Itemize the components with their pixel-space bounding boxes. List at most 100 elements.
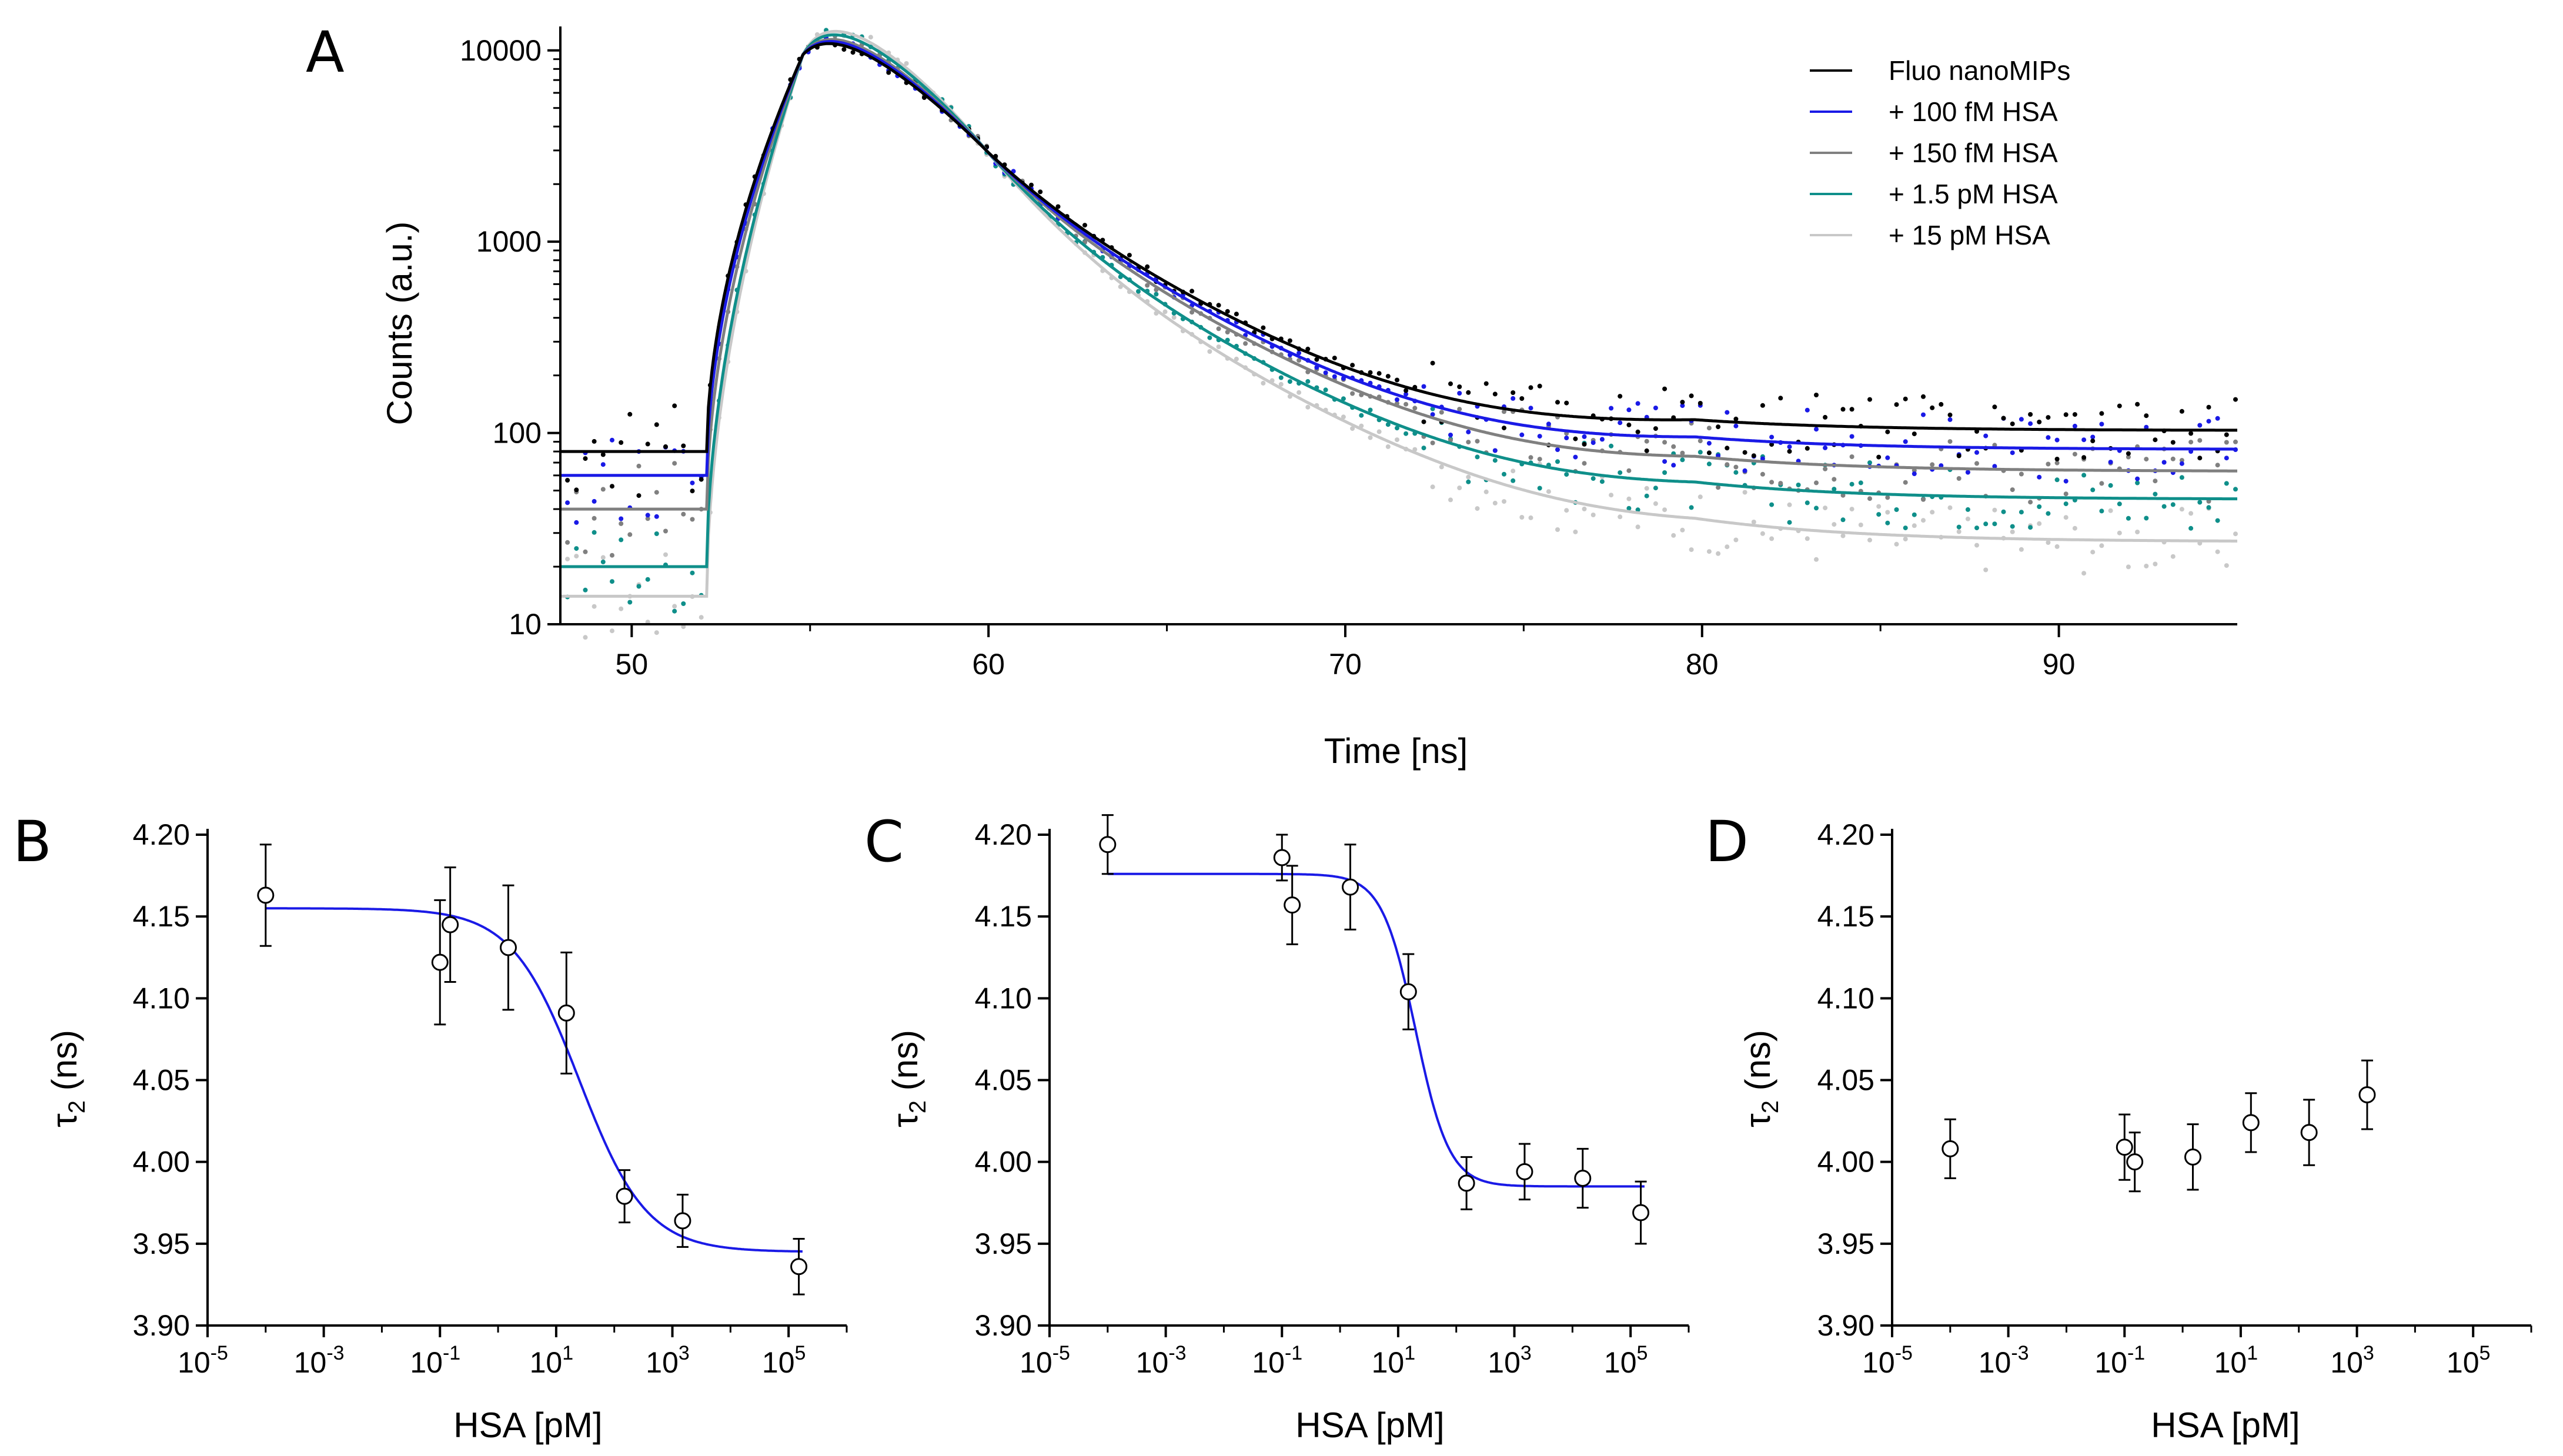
data-point bbox=[1466, 429, 1471, 434]
panel-c-ylabel: τ2 (ns) bbox=[885, 1030, 931, 1127]
data-point bbox=[1618, 470, 1623, 476]
data-point bbox=[565, 500, 570, 506]
data-point bbox=[1626, 407, 1632, 413]
data-point bbox=[1716, 424, 1721, 430]
data-point bbox=[1912, 523, 1917, 528]
data-point bbox=[2099, 421, 2104, 427]
data-point bbox=[2188, 526, 2194, 531]
data-point bbox=[1885, 455, 1890, 460]
y-tick-label: 3.95 bbox=[133, 1227, 190, 1260]
data-point bbox=[2126, 564, 2131, 570]
data-point bbox=[2197, 438, 2203, 443]
data-point bbox=[431, 953, 449, 971]
data-point bbox=[1385, 444, 1391, 449]
data-point bbox=[2206, 419, 2211, 424]
data-point bbox=[610, 553, 614, 558]
data-point bbox=[1404, 401, 1409, 407]
data-point bbox=[654, 531, 659, 536]
data-point bbox=[2019, 510, 2024, 515]
data-point bbox=[1921, 497, 1926, 502]
data-point bbox=[1858, 480, 1863, 486]
data-point bbox=[1626, 468, 1632, 473]
data-point bbox=[2144, 424, 2149, 430]
data-point bbox=[850, 50, 856, 55]
data-point bbox=[1555, 527, 1560, 532]
data-point bbox=[2153, 561, 2158, 567]
data-point bbox=[1261, 325, 1266, 330]
data-point bbox=[2108, 460, 2113, 465]
data-point bbox=[2046, 415, 2051, 420]
data-point bbox=[1528, 385, 1533, 390]
panel-b-letter: B bbox=[13, 809, 52, 875]
y-tick-label: 4.10 bbox=[975, 982, 1032, 1015]
data-point bbox=[2233, 439, 2238, 444]
y-tick-label: 3.90 bbox=[133, 1309, 190, 1342]
data-point bbox=[1912, 431, 1917, 437]
data-point bbox=[672, 604, 677, 609]
data-point bbox=[886, 70, 891, 75]
data-point bbox=[257, 886, 275, 904]
data-point bbox=[1903, 526, 1908, 531]
data-point bbox=[619, 606, 624, 611]
data-point bbox=[1555, 459, 1560, 464]
legend-entry: + 1.5 pM HSA bbox=[1810, 179, 2058, 209]
data-point bbox=[1145, 264, 1150, 269]
y-tick-label: 3.95 bbox=[1817, 1227, 1874, 1260]
data-point bbox=[1368, 370, 1373, 375]
data-point bbox=[1574, 1170, 1592, 1187]
data-point bbox=[1832, 487, 1837, 492]
data-point bbox=[1930, 405, 1935, 410]
data-point bbox=[1787, 444, 1792, 450]
data-point bbox=[674, 1212, 691, 1230]
data-point bbox=[690, 480, 695, 486]
data-point bbox=[2135, 480, 2140, 486]
data-point bbox=[1590, 440, 1596, 446]
data-point bbox=[583, 549, 588, 554]
data-point bbox=[645, 577, 650, 582]
data-point bbox=[2099, 543, 2104, 548]
data-point bbox=[1305, 404, 1311, 410]
data-point bbox=[1439, 464, 1444, 470]
series-dots bbox=[565, 29, 2238, 640]
data-point bbox=[1644, 493, 1649, 498]
data-point bbox=[1430, 360, 1435, 366]
data-point bbox=[1511, 478, 1516, 483]
data-point bbox=[1404, 388, 1409, 393]
data-point bbox=[1635, 401, 1640, 406]
data-point bbox=[2019, 547, 2024, 552]
data-point bbox=[1385, 374, 1391, 379]
data-point bbox=[2010, 421, 2015, 427]
data-point bbox=[2224, 481, 2229, 486]
data-point bbox=[663, 528, 668, 534]
data-point bbox=[1849, 407, 1854, 412]
data-point bbox=[1582, 506, 1587, 511]
data-point bbox=[1516, 1163, 1533, 1180]
data-point bbox=[1216, 326, 1221, 332]
data-point bbox=[1537, 434, 1542, 439]
data-point bbox=[2090, 550, 2096, 555]
data-point bbox=[1814, 480, 1819, 486]
data-point bbox=[1716, 551, 1721, 556]
data-point bbox=[2019, 471, 2024, 477]
legend-label: + 15 pM HSA bbox=[1889, 220, 2050, 250]
data-point bbox=[1662, 470, 1668, 475]
data-point bbox=[1564, 436, 1569, 440]
data-point bbox=[1136, 289, 1141, 294]
data-point bbox=[1930, 462, 1935, 467]
x-tick-exponent: -5 bbox=[1052, 1342, 1070, 1364]
data-point bbox=[1457, 384, 1462, 389]
data-point bbox=[1680, 400, 1685, 405]
data-point bbox=[1725, 446, 1730, 451]
data-point bbox=[1430, 440, 1435, 446]
data-point bbox=[1632, 1204, 1650, 1221]
data-point bbox=[1769, 536, 1775, 541]
y-tick-label: 4.05 bbox=[1817, 1064, 1874, 1097]
data-point bbox=[1216, 344, 1221, 349]
data-point bbox=[2242, 1114, 2260, 1132]
x-tick-exponent: 1 bbox=[2247, 1342, 2258, 1364]
data-point bbox=[1947, 505, 1953, 510]
x-tick-label: 50 bbox=[616, 648, 649, 681]
data-point bbox=[1840, 517, 1846, 523]
data-point bbox=[1706, 461, 1712, 467]
